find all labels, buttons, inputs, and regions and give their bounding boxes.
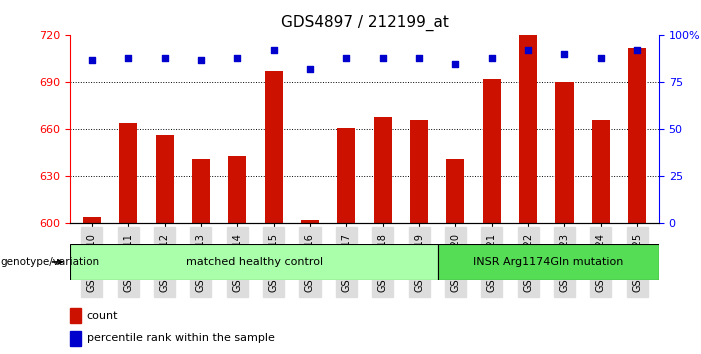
Point: [450, 61, 461, 67]
Bar: [337, 128, 355, 223]
Point: [196, 57, 207, 63]
Bar: [447, 159, 465, 223]
Bar: [374, 117, 392, 223]
Bar: [192, 159, 210, 223]
Bar: [70, 331, 81, 346]
Point: [159, 55, 170, 61]
Point: [377, 55, 388, 61]
Bar: [628, 48, 646, 223]
Bar: [229, 156, 246, 223]
Bar: [70, 244, 438, 280]
Bar: [156, 136, 174, 223]
Text: INSR Arg1174Gln mutation: INSR Arg1174Gln mutation: [473, 257, 624, 267]
Text: percentile rank within the sample: percentile rank within the sample: [87, 333, 275, 343]
Point: [86, 57, 97, 63]
Point: [304, 66, 315, 72]
Bar: [438, 244, 659, 280]
Bar: [519, 35, 537, 223]
Bar: [70, 308, 81, 323]
Point: [486, 55, 497, 61]
Bar: [83, 217, 101, 223]
Title: GDS4897 / 212199_at: GDS4897 / 212199_at: [280, 15, 449, 31]
Point: [232, 55, 243, 61]
Text: count: count: [87, 311, 118, 321]
Bar: [264, 72, 283, 223]
Bar: [592, 120, 610, 223]
Bar: [555, 82, 573, 223]
Point: [123, 55, 134, 61]
Text: genotype/variation: genotype/variation: [0, 257, 99, 267]
Point: [268, 47, 279, 53]
Point: [595, 55, 606, 61]
Point: [522, 47, 533, 53]
Bar: [410, 120, 428, 223]
Point: [559, 51, 570, 57]
Text: matched healthy control: matched healthy control: [186, 257, 322, 267]
Point: [632, 47, 643, 53]
Point: [341, 55, 352, 61]
Bar: [483, 79, 501, 223]
Bar: [301, 220, 319, 223]
Bar: [119, 123, 137, 223]
Point: [414, 55, 425, 61]
